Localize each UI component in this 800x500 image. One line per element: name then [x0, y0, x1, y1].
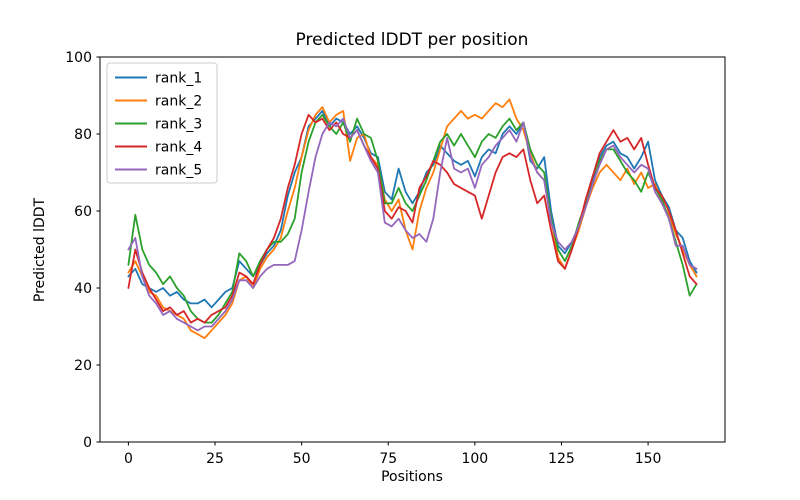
x-tick-label: 100 [461, 451, 488, 467]
chart-title: Predicted lDDT per position [296, 30, 529, 50]
x-tick-label: 25 [206, 451, 224, 467]
series-line-rank_3 [127, 113, 698, 324]
y-tick-label: 100 [65, 50, 92, 66]
axes-box [99, 56, 726, 443]
y-tick-label: 40 [74, 281, 92, 297]
x-tick-label: 50 [293, 451, 311, 467]
series-line-rank_2 [127, 98, 698, 340]
x-tick-label: 75 [379, 451, 397, 467]
legend: rank_1 rank_2 rank_3 rank_4 rank_5 [106, 62, 218, 184]
x-tick-label: 150 [635, 451, 662, 467]
legend-label-rank_2: rank_2 [155, 94, 202, 110]
legend-label-rank_1: rank_1 [155, 71, 202, 87]
x-axis-ticks: 0 25 50 75 100 125 150 [124, 442, 662, 467]
x-tick-label: 125 [548, 451, 575, 467]
series-line-rank_5 [127, 117, 698, 332]
legend-label-rank_5: rank_5 [155, 163, 202, 179]
legend-label-rank_3: rank_3 [155, 117, 202, 133]
y-tick-label: 20 [74, 358, 92, 374]
y-tick-label: 80 [74, 127, 92, 143]
legend-label-rank_4: rank_4 [155, 140, 202, 156]
y-tick-label: 60 [74, 204, 92, 220]
series-line-rank_1 [127, 110, 698, 309]
legend-box [106, 62, 218, 184]
series-group [127, 98, 698, 340]
y-axis-ticks: 0 20 40 60 80 100 [65, 50, 100, 451]
x-tick-label: 0 [124, 451, 133, 467]
series-line-rank_4 [127, 113, 698, 324]
y-axis-label: Predicted lDDT [32, 197, 48, 302]
y-tick-label: 0 [83, 435, 92, 451]
x-axis-label: Positions [381, 469, 443, 485]
